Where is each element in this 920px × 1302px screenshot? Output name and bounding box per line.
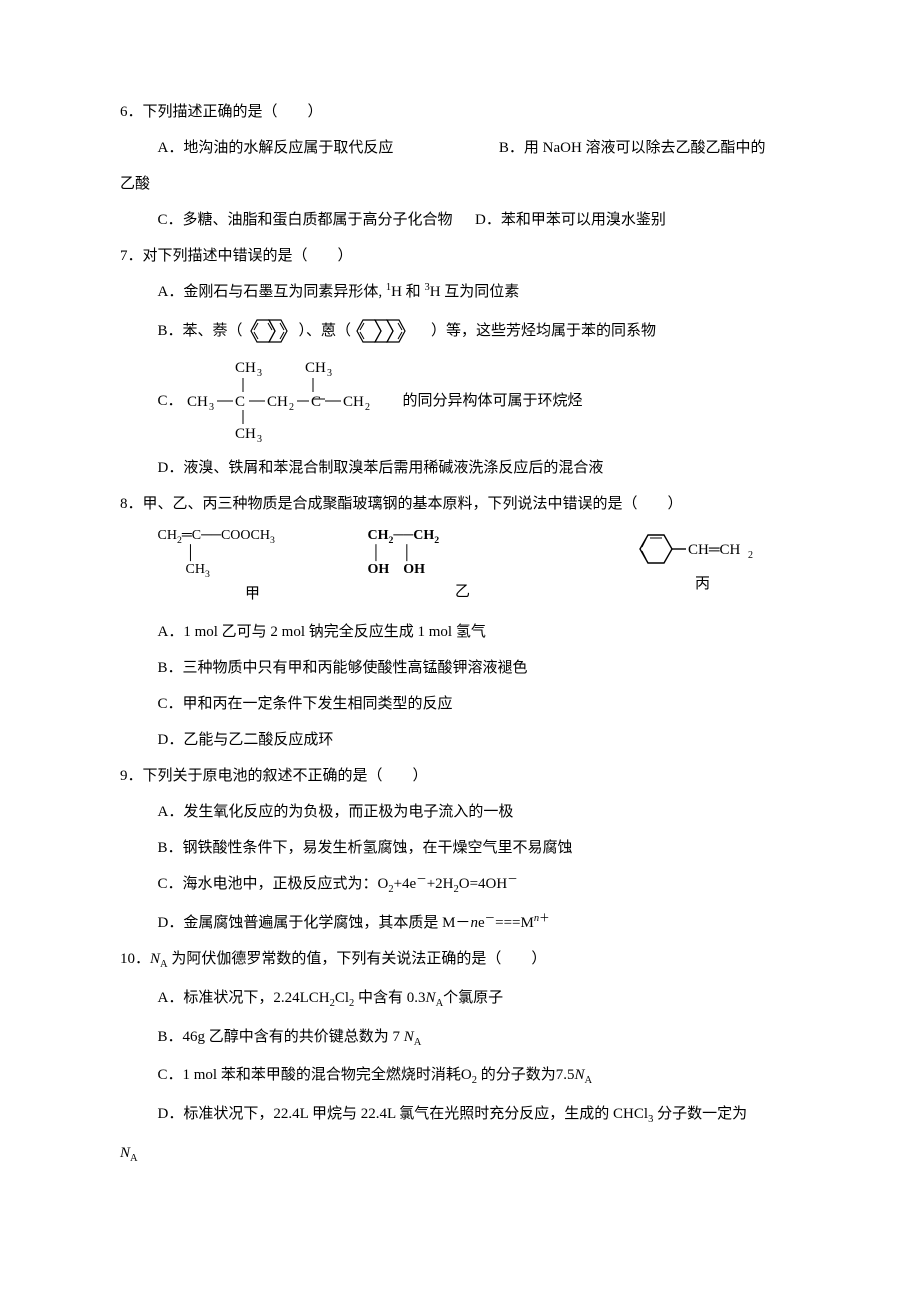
q6-opt-b-tail: 乙酸 bbox=[120, 172, 814, 196]
q8-label-bing: 丙 bbox=[618, 572, 788, 596]
svg-text:CH: CH bbox=[343, 394, 364, 410]
svg-text:3: 3 bbox=[209, 402, 214, 413]
q10-c-post: 的分子数为7.5 bbox=[477, 1067, 575, 1083]
q10-opt-b: B．46g 乙醇中含有的共价键总数为 7 NA bbox=[120, 1025, 814, 1052]
q8-opt-b: B．三种物质中只有甲和丙能够使酸性高锰酸钾溶液褪色 bbox=[120, 656, 814, 680]
na-sub-4: A bbox=[584, 1075, 592, 1086]
q6-opt-c: C．多糖、油脂和蛋白质都属于高分子化合物 bbox=[158, 212, 453, 228]
q9-opt-c: C．海水电池中，正极反应式为：O2+4e－+2H2O=4OH－ bbox=[120, 872, 814, 899]
q7-a-pre: A．金刚石与石墨互为同素异形体, bbox=[158, 284, 386, 300]
q8-opt-a: A．1 mol 乙可与 2 mol 钠完全反应生成 1 mol 氢气 bbox=[120, 620, 814, 644]
na-symbol-2: N bbox=[426, 990, 436, 1006]
q9-c-pre: C．海水电池中，正极反应式为：O bbox=[158, 876, 389, 892]
q7-a-mid: H 和 bbox=[391, 284, 424, 300]
q7-b-pre: B．苯、萘（ bbox=[158, 319, 243, 343]
q8-fig-jia: CH2═C──COOCH3 │ CH3 甲 bbox=[158, 528, 348, 606]
svg-text:CH: CH bbox=[187, 394, 208, 410]
naphthalene-icon bbox=[243, 316, 299, 346]
q6-opt-b: B．用 NaOH 溶液可以除去乙酸乙酯中的 bbox=[499, 136, 814, 160]
na-symbol: N bbox=[150, 951, 160, 967]
svg-text:CH: CH bbox=[305, 360, 326, 376]
q6-opt-d: D．苯和甲苯可以用溴水鉴别 bbox=[475, 212, 666, 228]
na-sub-5: A bbox=[130, 1153, 138, 1164]
q10-stem: 10．NA 为阿伏伽德罗常数的值，下列有关说法正确的是（ ） bbox=[120, 947, 814, 974]
q6-stem: 6．下列描述正确的是（ ） bbox=[120, 100, 814, 124]
branched-alkane-icon: CH3 CH3 CH3 C CH2 C CH2 CH3 bbox=[183, 358, 403, 444]
svg-text:CH: CH bbox=[235, 426, 256, 442]
q7-a-post: H 互为同位素 bbox=[430, 284, 520, 300]
q9-opt-d: D．金属腐蚀普遍属于化学腐蚀，其本质是 M－ne－===Mn＋ bbox=[120, 911, 814, 935]
q8-fig-yi: CH2──CH2 │ │ OH OH 乙 bbox=[368, 528, 558, 606]
q9-stem: 9．下列关于原电池的叙述不正确的是（ ） bbox=[120, 764, 814, 788]
q10-a-pre: A．标准状况下，2.24LCH bbox=[158, 990, 330, 1006]
svg-text:C: C bbox=[235, 394, 245, 410]
q10-a-mid: 中含有 0.3 bbox=[354, 990, 425, 1006]
q10-stem-post: 为阿伏伽德罗常数的值，下列有关说法正确的是（ ） bbox=[168, 951, 547, 967]
svg-text:3: 3 bbox=[257, 434, 262, 444]
q10-d-pre: D．标准状况下，22.4L 甲烷与 22.4L 氯气在光照时充分反应，生成的 C… bbox=[158, 1106, 649, 1122]
q7-opt-b: B．苯、萘（ ）、蒽（ ）等，这些芳烃均属于苯的同系物 bbox=[120, 316, 814, 346]
svg-text:CH: CH bbox=[235, 360, 256, 376]
q7-opt-d: D．液溴、铁屑和苯混合制取溴苯后需用稀碱液洗涤反应后的混合液 bbox=[120, 456, 814, 480]
q9-d-pre: D．金属腐蚀普遍属于化学腐蚀，其本质是 M－ bbox=[158, 915, 471, 931]
svg-text:2: 2 bbox=[748, 550, 753, 561]
q7-opt-a: A．金刚石与石墨互为同素异形体, 1H 和 3H 互为同位素 bbox=[120, 280, 814, 304]
q8-fig-bing: CH═CH 2 丙 bbox=[618, 528, 788, 606]
svg-text:2: 2 bbox=[365, 402, 370, 413]
q6-row-cd: C．多糖、油脂和蛋白质都属于高分子化合物 D．苯和甲苯可以用溴水鉴别 bbox=[120, 208, 814, 232]
q10-b-pre: B．46g 乙醇中含有的共价键总数为 7 bbox=[158, 1029, 404, 1045]
svg-text:C: C bbox=[311, 394, 321, 410]
q8-structures: CH2═C──COOCH3 │ CH3 甲 CH2──CH2 │ │ OH OH… bbox=[120, 528, 814, 606]
na-symbol-5: N bbox=[120, 1145, 130, 1161]
q10-opt-d: D．标准状况下，22.4L 甲烷与 22.4L 氯气在光照时充分反应，生成的 C… bbox=[120, 1102, 814, 1129]
styrene-icon: CH═CH 2 bbox=[628, 528, 778, 570]
q8-opt-d: D．乙能与乙二酸反应成环 bbox=[120, 728, 814, 752]
q10-c-pre: C．1 mol 苯和苯甲酸的混合物完全燃烧时消耗O bbox=[158, 1067, 472, 1083]
q10-opt-c: C．1 mol 苯和苯甲酸的混合物完全燃烧时消耗O2 的分子数为7.5NA bbox=[120, 1063, 814, 1090]
q10-opt-a: A．标准状况下，2.24LCH2Cl2 中含有 0.3NA个氯原子 bbox=[120, 986, 814, 1013]
q6-row-ab: A．地沟油的水解反应属于取代反应 B．用 NaOH 溶液可以除去乙酸乙酯中的 bbox=[120, 136, 814, 160]
na-sub: A bbox=[160, 959, 168, 970]
q7-b-mid: ）、蒽（ bbox=[299, 319, 352, 343]
q10-a-post: 个氯原子 bbox=[443, 990, 503, 1006]
na-symbol-4: N bbox=[574, 1067, 584, 1083]
q7-c-pre: C． bbox=[158, 389, 183, 413]
na-sub-3: A bbox=[414, 1037, 422, 1048]
svg-text:CH: CH bbox=[267, 394, 288, 410]
q8-label-yi: 乙 bbox=[368, 580, 558, 604]
q9-opt-b: B．钢铁酸性条件下，易发生析氢腐蚀，在干燥空气里不易腐蚀 bbox=[120, 836, 814, 860]
q7-b-post: ）等，这些芳烃均属于苯的同系物 bbox=[431, 319, 656, 343]
q10-d-post: 分子数一定为 bbox=[653, 1106, 747, 1122]
q6-opt-a: A．地沟油的水解反应属于取代反应 bbox=[158, 136, 499, 160]
svg-text:CH═CH: CH═CH bbox=[688, 542, 740, 558]
q7-opt-c: C． CH3 CH3 CH3 C CH2 C CH2 CH3 的同分异构体可属于… bbox=[120, 358, 814, 444]
svg-text:3: 3 bbox=[327, 368, 332, 379]
anthracene-icon bbox=[351, 316, 431, 346]
q8-label-jia: 甲 bbox=[158, 582, 348, 606]
q10-stem-pre: 10． bbox=[120, 951, 150, 967]
q7-c-post: 的同分异构体可属于环烷烃 bbox=[403, 389, 583, 413]
q9-opt-a: A．发生氧化反应的为负极，而正极为电子流入的一极 bbox=[120, 800, 814, 824]
q10-opt-d-tail: NA bbox=[120, 1141, 814, 1168]
na-symbol-3: N bbox=[404, 1029, 414, 1045]
q8-opt-c: C．甲和丙在一定条件下发生相同类型的反应 bbox=[120, 692, 814, 716]
q7-stem: 7．对下列描述中错误的是（ ） bbox=[120, 244, 814, 268]
svg-text:2: 2 bbox=[289, 402, 294, 413]
q8-stem: 8．甲、乙、丙三种物质是合成聚酯玻璃钢的基本原料，下列说法中错误的是（ ） bbox=[120, 492, 814, 516]
svg-text:3: 3 bbox=[257, 368, 262, 379]
